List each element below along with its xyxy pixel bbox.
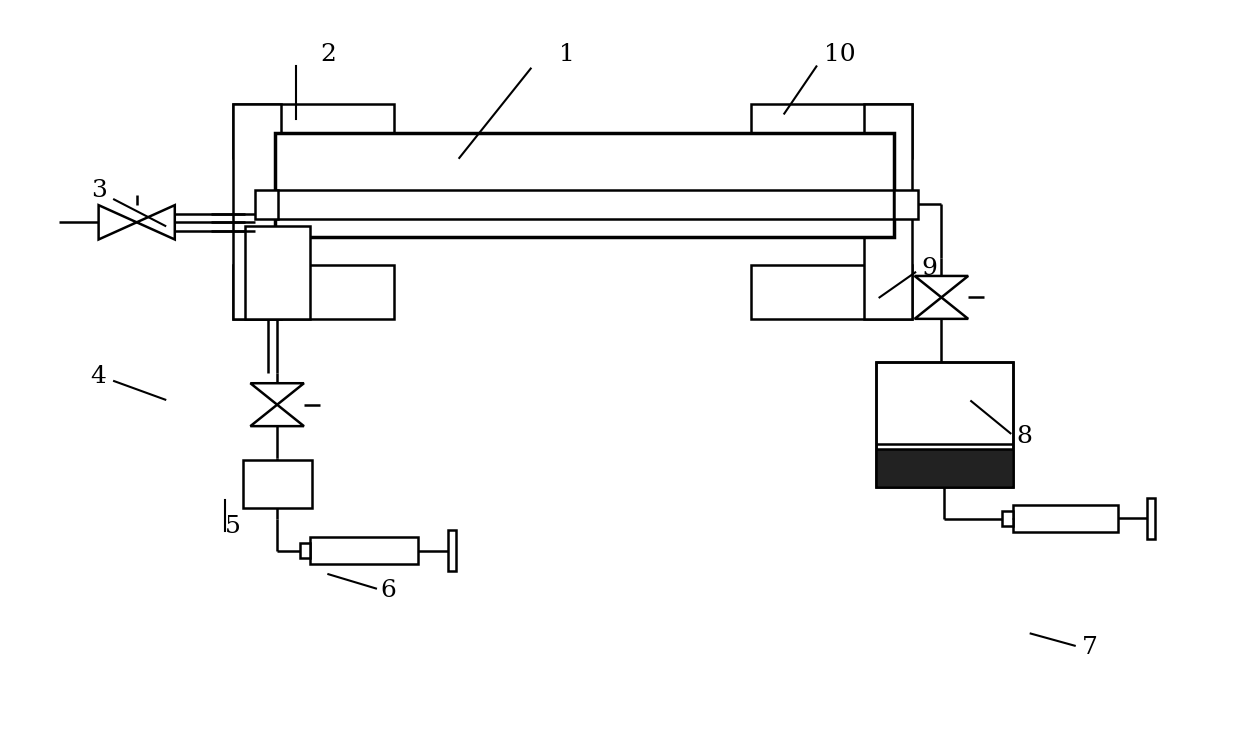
Polygon shape [99,205,136,239]
Polygon shape [250,383,304,405]
Bar [875,362,1013,487]
Bar [877,450,1012,486]
Bar [233,104,394,158]
Bar [254,190,278,219]
Text: 8: 8 [1017,425,1033,448]
Bar [875,362,1013,487]
Polygon shape [136,205,175,239]
Polygon shape [915,276,968,297]
Text: 3: 3 [91,179,107,202]
Bar [1013,505,1117,532]
Bar [310,537,418,564]
Text: 6: 6 [379,579,396,602]
Bar [751,104,911,158]
Bar [751,265,911,319]
Bar [233,104,280,319]
Bar [894,190,918,219]
Bar [1147,498,1156,539]
Bar [1002,511,1013,526]
Text: 4: 4 [91,364,107,387]
Text: 10: 10 [825,42,856,66]
Text: 9: 9 [921,257,937,280]
Polygon shape [250,405,304,426]
Bar [448,530,456,571]
Bar [300,543,310,558]
Text: 2: 2 [320,42,336,66]
Bar [243,460,311,508]
Bar [864,104,911,319]
Text: 1: 1 [558,42,574,66]
Bar [275,133,894,237]
Text: 7: 7 [1083,636,1099,659]
Polygon shape [915,297,968,319]
Bar [233,265,394,319]
Text: 5: 5 [226,515,241,538]
Bar [246,226,310,319]
